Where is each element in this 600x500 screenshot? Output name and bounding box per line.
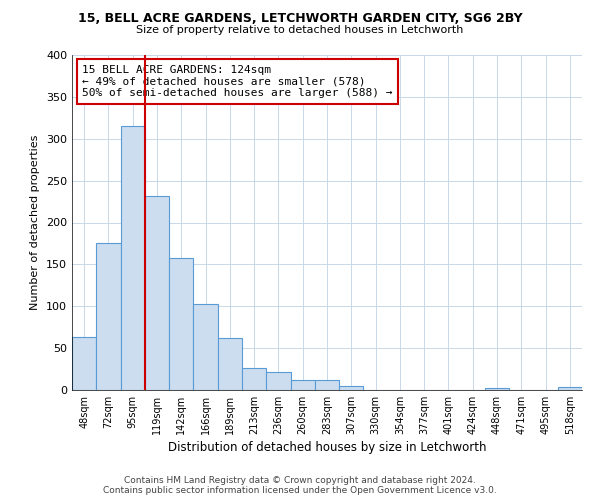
X-axis label: Distribution of detached houses by size in Letchworth: Distribution of detached houses by size … [168,441,486,454]
Bar [193,304,218,390]
Text: 15, BELL ACRE GARDENS, LETCHWORTH GARDEN CITY, SG6 2BY: 15, BELL ACRE GARDENS, LETCHWORTH GARDEN… [77,12,523,26]
Bar [96,244,121,390]
Bar [266,372,290,390]
Bar [339,386,364,390]
Bar [315,380,339,390]
Bar [121,126,145,390]
Text: 15 BELL ACRE GARDENS: 124sqm
← 49% of detached houses are smaller (578)
50% of s: 15 BELL ACRE GARDENS: 124sqm ← 49% of de… [82,65,392,98]
Bar [72,337,96,390]
Text: Contains HM Land Registry data © Crown copyright and database right 2024.
Contai: Contains HM Land Registry data © Crown c… [103,476,497,495]
Bar [169,258,193,390]
Y-axis label: Number of detached properties: Number of detached properties [31,135,40,310]
Bar [145,196,169,390]
Bar [485,388,509,390]
Bar [242,368,266,390]
Bar [218,338,242,390]
Bar [290,380,315,390]
Text: Size of property relative to detached houses in Letchworth: Size of property relative to detached ho… [136,25,464,35]
Bar [558,388,582,390]
